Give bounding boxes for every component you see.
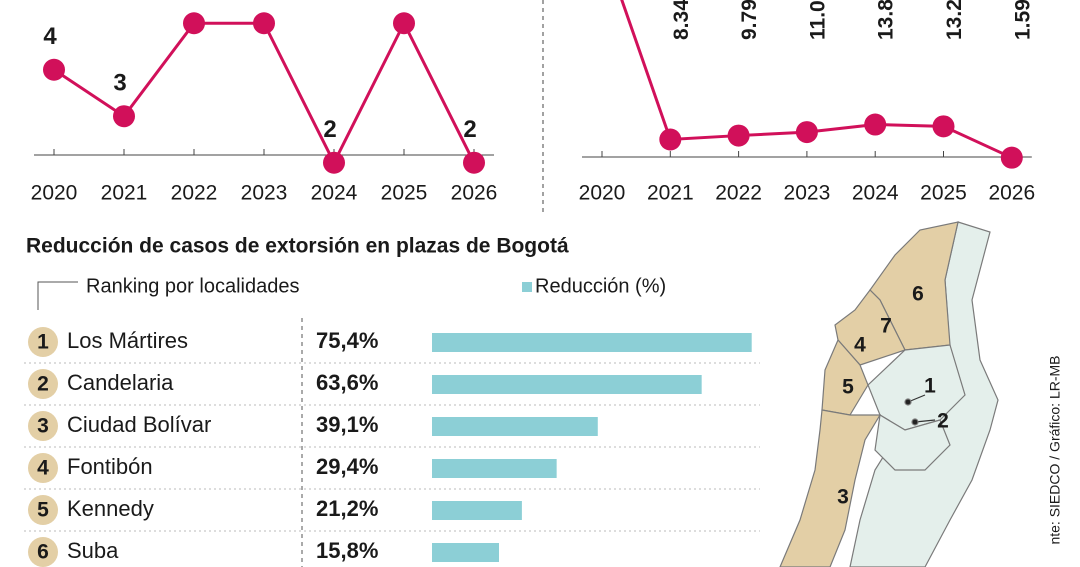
- x-tick-label: 2024: [852, 182, 899, 205]
- map-label: 4: [854, 334, 866, 357]
- point: [463, 151, 485, 174]
- x-tick-label: 2022: [715, 182, 762, 205]
- category-label: Ciudad Bolívar: [67, 412, 211, 437]
- value-label: 2: [463, 116, 476, 143]
- value-label: 21,2%: [316, 496, 378, 521]
- subtitle: Ranking por localidades: [86, 275, 299, 297]
- point: [795, 121, 818, 144]
- point: [727, 124, 750, 147]
- map-label: 6: [912, 283, 924, 306]
- x-tick-label: 2021: [101, 182, 148, 205]
- value-label: 4: [43, 23, 57, 50]
- x-tick-label: 2021: [647, 182, 694, 205]
- value-label: 5: [253, 0, 266, 4]
- rank: 5: [37, 499, 49, 522]
- x-tick-label: 2020: [31, 182, 78, 205]
- point: [43, 58, 65, 81]
- category-label: Fontibón: [67, 454, 153, 479]
- value-label: 63,6%: [316, 370, 378, 395]
- bar: [432, 459, 557, 478]
- rank: 3: [37, 415, 49, 438]
- bar: [432, 417, 598, 436]
- x-tick-label: 2023: [241, 182, 288, 205]
- x-tick-label: 2026: [451, 182, 498, 205]
- rank-badge: [28, 327, 58, 357]
- value-label: 2: [323, 116, 336, 143]
- category-label: Kennedy: [67, 496, 154, 521]
- point: [113, 105, 135, 128]
- value-label: 5: [393, 0, 406, 4]
- map-label: 7: [880, 315, 892, 338]
- bar: [432, 375, 702, 394]
- rank: 1: [37, 331, 49, 354]
- map-label: 3: [837, 486, 849, 509]
- map-label: 5: [842, 376, 854, 399]
- point: [1000, 146, 1023, 169]
- value-label: 11.078: [806, 0, 829, 40]
- point: [253, 12, 275, 35]
- x-tick-label: 2022: [171, 182, 218, 205]
- value-label: 5: [183, 0, 196, 4]
- map-label: 2: [937, 410, 949, 433]
- map-label: 1: [924, 375, 936, 398]
- rank: 2: [37, 373, 49, 396]
- x-tick-label: 2023: [784, 182, 831, 205]
- rank: 6: [37, 541, 49, 564]
- map: [779, 221, 999, 567]
- value-label: 75,4%: [316, 328, 378, 353]
- value-label: 13.869: [875, 0, 898, 40]
- point: [932, 115, 955, 138]
- rank-badge: [28, 453, 58, 483]
- x-tick-label: 2025: [381, 182, 428, 205]
- bar: [432, 333, 752, 352]
- value-label: 3: [113, 70, 126, 97]
- point: [864, 113, 887, 136]
- rank-badge: [28, 537, 58, 567]
- value-label: 9.791: [738, 0, 761, 40]
- rank: 4: [37, 457, 49, 480]
- point: [393, 12, 415, 35]
- bar: [432, 501, 522, 520]
- value-label: 13.214: [943, 0, 966, 40]
- rank-badge: [28, 495, 58, 525]
- rank-badge: [28, 369, 58, 399]
- category-label: Los Mártires: [67, 328, 188, 353]
- x-tick-label: 2026: [988, 182, 1035, 205]
- value-label: 15,8%: [316, 538, 378, 563]
- value-label: 1.599: [1011, 0, 1034, 40]
- value-label: 8.342: [670, 0, 693, 40]
- point: [659, 128, 682, 151]
- bracket: [37, 281, 78, 310]
- value-label: 39,1%: [316, 412, 378, 437]
- source: nte: SIEDCO / Gráfico: LR-MB: [1047, 355, 1063, 544]
- point: [183, 12, 205, 35]
- x-tick-label: 2020: [579, 182, 626, 205]
- point: [323, 151, 345, 174]
- legend-label: Reducción (%): [535, 275, 666, 297]
- x-tick-label: 2024: [311, 182, 358, 205]
- value-label: 29,4%: [316, 454, 378, 479]
- x-tick-label: 2025: [920, 182, 967, 205]
- category-label: Candelaria: [67, 370, 174, 395]
- bar: [432, 543, 499, 562]
- legend-swatch: [522, 282, 532, 292]
- rank-badge: [28, 411, 58, 441]
- category-label: Suba: [67, 538, 119, 563]
- bar-title: Reducción de casos de extorsión en plaza…: [26, 235, 569, 258]
